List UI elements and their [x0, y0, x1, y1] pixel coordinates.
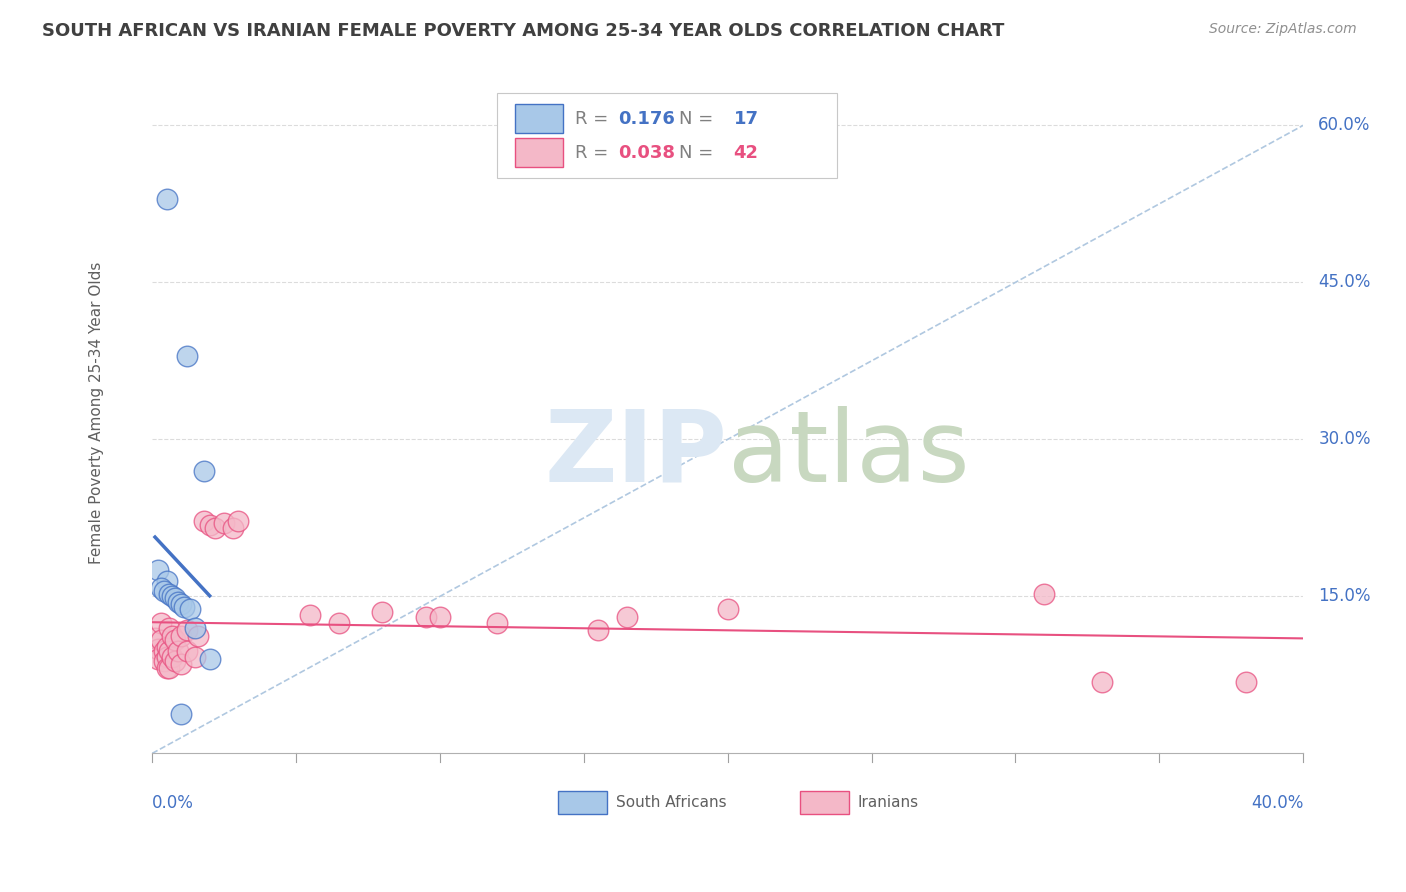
Point [155, 640, 177, 654]
Point [179, 602, 201, 616]
Text: N =: N = [679, 110, 720, 128]
Point [176, 623, 198, 637]
Point [149, 633, 172, 648]
Point [173, 599, 195, 614]
Point [167, 594, 190, 608]
Point [152, 654, 174, 668]
Text: 60.0%: 60.0% [1319, 116, 1371, 135]
Point [170, 597, 193, 611]
Text: 17: 17 [734, 110, 758, 128]
Point [155, 660, 177, 674]
Point [222, 521, 245, 535]
Point [187, 629, 209, 643]
Point [157, 621, 180, 635]
Point [157, 587, 180, 601]
Point [152, 584, 174, 599]
Point [162, 650, 184, 665]
Text: Iranians: Iranians [858, 795, 920, 810]
Point [198, 518, 221, 533]
Point [149, 615, 172, 630]
Text: 0.0%: 0.0% [152, 794, 194, 813]
Point [162, 590, 184, 604]
Point [170, 657, 193, 672]
Point [176, 349, 198, 363]
Point [165, 633, 187, 648]
Point [204, 521, 226, 535]
Text: South Africans: South Africans [616, 795, 727, 810]
Point [1234, 675, 1257, 690]
Point [586, 623, 609, 637]
Point [143, 632, 166, 646]
FancyBboxPatch shape [558, 791, 607, 814]
Point [717, 602, 740, 616]
Point [157, 660, 180, 674]
Text: ZIP: ZIP [544, 406, 728, 502]
Point [155, 650, 177, 665]
Point [146, 652, 169, 666]
Text: SOUTH AFRICAN VS IRANIAN FEMALE POVERTY AMONG 25-34 YEAR OLDS CORRELATION CHART: SOUTH AFRICAN VS IRANIAN FEMALE POVERTY … [42, 22, 1004, 40]
Point [299, 608, 322, 623]
Text: 42: 42 [734, 144, 758, 161]
FancyBboxPatch shape [515, 104, 562, 133]
Point [167, 644, 190, 658]
Text: 0.176: 0.176 [619, 110, 675, 128]
Text: R =: R = [575, 110, 613, 128]
Point [152, 644, 174, 658]
Point [146, 563, 169, 577]
Text: Source: ZipAtlas.com: Source: ZipAtlas.com [1209, 22, 1357, 37]
FancyBboxPatch shape [498, 94, 837, 178]
Point [228, 514, 250, 528]
Text: N =: N = [679, 144, 720, 161]
Text: 45.0%: 45.0% [1319, 273, 1371, 292]
Point [328, 615, 350, 630]
Point [155, 192, 177, 206]
Point [146, 641, 169, 656]
Point [184, 621, 207, 635]
Point [193, 464, 215, 478]
Text: atlas: atlas [728, 406, 969, 502]
Point [184, 650, 207, 665]
Point [198, 652, 221, 666]
Text: Female Poverty Among 25-34 Year Olds: Female Poverty Among 25-34 Year Olds [90, 262, 104, 565]
Point [212, 516, 235, 530]
Point [415, 610, 437, 624]
Text: 40.0%: 40.0% [1251, 794, 1303, 813]
Point [371, 605, 394, 619]
Point [157, 644, 180, 658]
Point [1091, 675, 1114, 690]
Point [170, 629, 193, 643]
Point [170, 706, 193, 721]
FancyBboxPatch shape [515, 138, 562, 167]
Point [165, 591, 187, 606]
Point [486, 615, 509, 630]
Point [429, 610, 451, 624]
FancyBboxPatch shape [800, 791, 849, 814]
Point [149, 581, 172, 595]
Text: 0.038: 0.038 [619, 144, 675, 161]
Point [193, 514, 215, 528]
Point [165, 654, 187, 668]
Point [155, 574, 177, 588]
Text: 30.0%: 30.0% [1319, 430, 1371, 449]
Text: 15.0%: 15.0% [1319, 588, 1371, 606]
Point [162, 629, 184, 643]
Point [176, 644, 198, 658]
Point [616, 610, 638, 624]
Point [1033, 587, 1056, 601]
Text: R =: R = [575, 144, 613, 161]
